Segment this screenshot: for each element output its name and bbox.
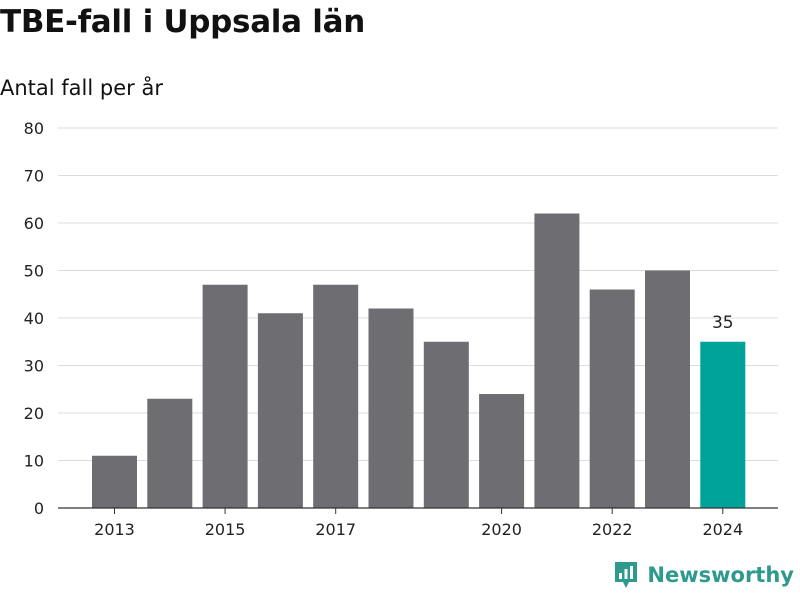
chart-title: TBE-fall i Uppsala län	[0, 4, 365, 40]
y-tick-label: 20	[24, 404, 44, 423]
bar-2015	[202, 284, 248, 508]
bar-2013	[92, 455, 137, 508]
x-tick-label: 2013	[94, 520, 135, 539]
bar-2019	[423, 341, 469, 508]
x-tick-label: 2022	[592, 520, 633, 539]
y-tick-label: 70	[24, 167, 44, 186]
bar-2023	[645, 270, 690, 508]
y-tick-label: 10	[24, 452, 44, 471]
y-tick-label: 0	[34, 499, 44, 518]
brand-name: Newsworthy	[647, 563, 794, 587]
y-tick-label: 50	[24, 262, 44, 281]
x-tick-label: 2017	[315, 520, 356, 539]
chart-subtitle: Antal fall per år	[0, 76, 163, 100]
x-tick-label: 2015	[205, 520, 246, 539]
bar-2018	[368, 308, 414, 508]
bar-2016	[257, 313, 303, 508]
newsworthy-logo-icon	[615, 562, 638, 588]
bar-2024	[700, 341, 746, 508]
y-tick-label: 30	[24, 357, 44, 376]
data-label: 35	[712, 313, 734, 333]
y-tick-label: 40	[24, 309, 44, 328]
bar-2021	[534, 213, 580, 508]
bar-chart: 0 10 20 30 40 50 60 70 80 2013 2015 2017 2020 2022 202…	[24, 119, 778, 539]
bar-2022	[589, 289, 635, 508]
brand-logo: Newsworthy	[613, 560, 794, 590]
x-tick-label: 2020	[481, 520, 522, 539]
y-tick-label: 60	[24, 214, 44, 233]
y-tick-label: 80	[24, 119, 44, 138]
bar-2014	[147, 398, 193, 508]
bar-2017	[313, 284, 359, 508]
bar-2020	[479, 394, 525, 508]
x-tick-label: 2024	[702, 520, 743, 539]
